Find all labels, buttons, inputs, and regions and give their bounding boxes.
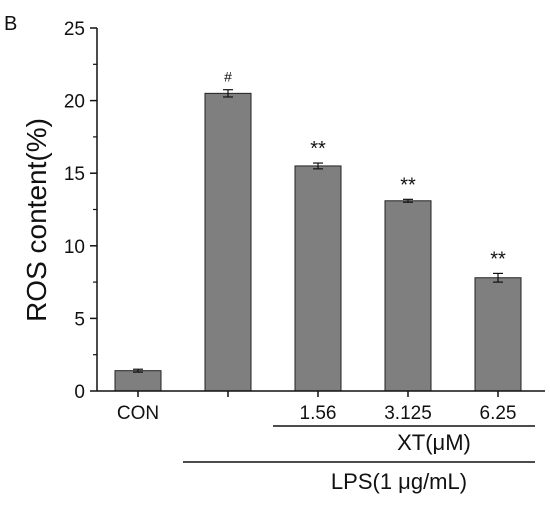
y-tick-label: 5 <box>74 309 85 330</box>
group-label: LPS(1 μg/mL) <box>331 469 467 494</box>
bar <box>474 277 522 392</box>
significance-marker: ** <box>400 174 416 196</box>
y-axis-label: ROS content(%) <box>21 118 52 322</box>
y-axis: 0 5 10 15 20 25 <box>64 19 98 403</box>
x-tick-label: 1.56 <box>300 403 337 424</box>
group-label: XT(μM) <box>397 430 471 455</box>
bar <box>384 200 432 392</box>
bar <box>294 165 342 392</box>
significance-marker: ** <box>310 138 326 160</box>
x-tick-label: 3.125 <box>384 403 432 424</box>
group-labels: XT(μM) LPS(1 μg/mL) <box>183 425 535 494</box>
bar <box>114 370 162 392</box>
x-axis: CON 1.56 3.125 6.25 <box>97 390 545 424</box>
bars-layer: # ** ** ** <box>114 69 522 392</box>
panel-label: B <box>4 13 17 35</box>
x-tick-label: CON <box>117 403 159 424</box>
bar <box>204 92 252 392</box>
y-tick-label: 10 <box>64 237 85 258</box>
x-tick-label: 6.25 <box>480 403 517 424</box>
significance-marker: ** <box>490 248 506 270</box>
y-tick-label: 15 <box>64 164 85 185</box>
y-tick-label: 25 <box>64 19 85 40</box>
y-tick-label: 0 <box>74 382 85 403</box>
significance-marker: # <box>224 69 232 85</box>
y-tick-label: 20 <box>64 92 85 113</box>
